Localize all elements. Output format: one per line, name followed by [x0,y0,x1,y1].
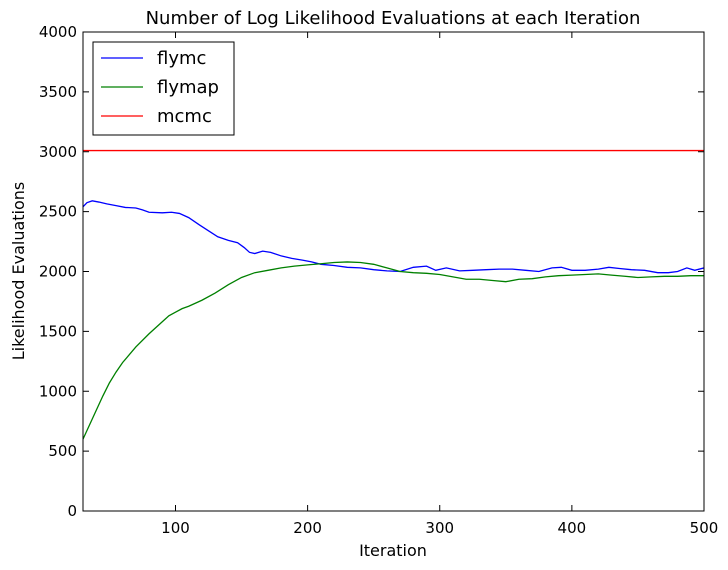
y-tick-label: 3000 [39,143,77,161]
y-tick-label: 2500 [39,203,77,221]
y-tick-label: 4000 [39,23,77,41]
series-layer [83,149,704,440]
y-tick-label: 1000 [39,382,77,400]
legend-label-mcmc: mcmc [157,106,212,127]
x-axis-label: Iteration [359,541,427,560]
chart-title: Number of Log Likelihood Evaluations at … [146,8,641,29]
tick-layer: 100 200 300 400 500 0 500 1000 1500 2000 2500 3000 3… [39,23,719,537]
x-tick-label: 100 [161,519,190,537]
legend-label-flymc: flymc [157,48,206,69]
y-tick-label: 1500 [39,322,77,340]
y-tick-label: 500 [48,442,77,460]
y-tick-label: 3500 [39,83,77,101]
legend: flymc flymap mcmc [92,41,235,136]
y-tick-label: 0 [67,502,77,520]
y-tick-label: 2000 [39,263,77,281]
x-tick-label: 400 [558,519,587,537]
y-axis-label: Likelihood Evaluations [9,182,28,361]
x-tick-label: 300 [425,519,454,537]
series-line-flymap [83,261,704,440]
series-line-flymc [83,200,704,274]
x-tick-label: 500 [690,519,719,537]
legend-label-flymap: flymap [157,77,219,98]
x-tick-label: 200 [293,519,322,537]
